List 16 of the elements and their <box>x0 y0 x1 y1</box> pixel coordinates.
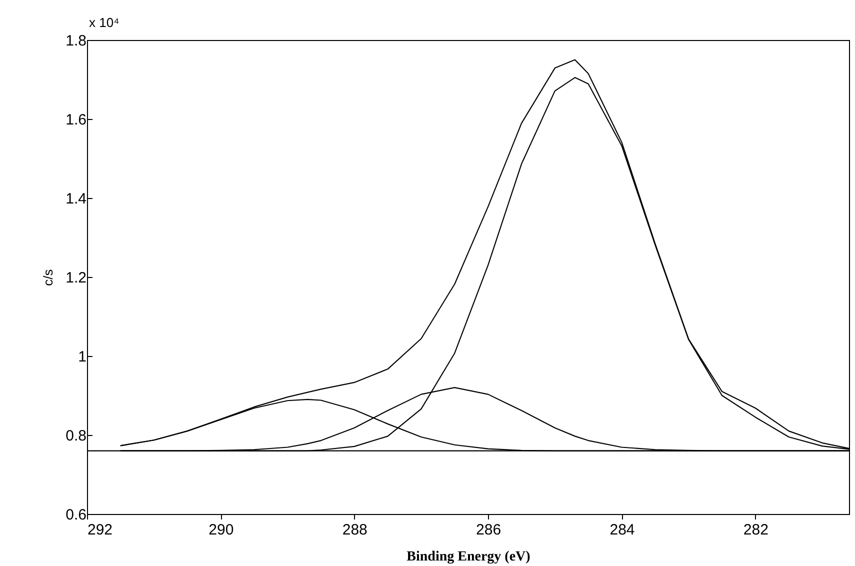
y-tick-label: 0.8 <box>66 428 86 444</box>
x-tick-label: 284 <box>610 522 635 538</box>
y-tick-label: 1.8 <box>66 32 86 50</box>
x-axis-title: Binding Energy (eV) <box>406 550 531 564</box>
y-axis-title: c/s <box>40 268 56 286</box>
x-tick-label: 286 <box>476 522 502 538</box>
x-tick-label: 292 <box>88 522 113 538</box>
x-tick-label: 288 <box>342 522 368 538</box>
text: x 10⁴ <box>89 15 120 30</box>
x-tick-label: 282 <box>743 522 768 538</box>
y-tick-label: 1.4 <box>66 190 86 208</box>
y-tick-label: 1.2 <box>66 270 86 286</box>
x-tick-label: 290 <box>208 522 234 538</box>
y-tick-label: 1 <box>78 348 86 366</box>
y-tick-label: 0.6 <box>66 506 86 524</box>
y-tick-label: 1.6 <box>66 112 86 128</box>
